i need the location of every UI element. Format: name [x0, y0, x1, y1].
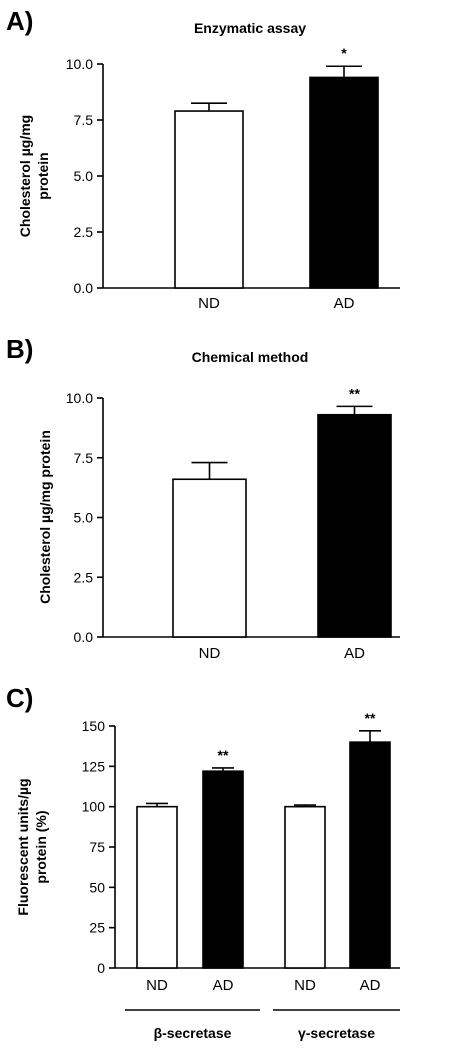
group-label: β-secretase: [154, 1025, 232, 1041]
y-tick-label: 5.0: [74, 168, 94, 184]
y-tick-label: 25: [89, 920, 105, 936]
panel-a: A) Enzymatic assay Cholesterol µg/mg protei…: [6, 6, 400, 312]
significance-marker: **: [349, 385, 360, 401]
y-tick-label: 2.5: [74, 224, 94, 240]
bar: [136, 805, 178, 969]
y-tick-label: 125: [82, 758, 106, 774]
y-tick-label: 0.0: [74, 629, 94, 645]
chart-title: Chemical method: [192, 349, 309, 365]
significance-marker: *: [341, 45, 347, 61]
y-tick-label: 50: [89, 879, 105, 895]
chart-title: Enzymatic assay: [194, 20, 306, 36]
panel-label: B): [6, 334, 33, 364]
x-tick-label: ND: [146, 977, 168, 994]
x-tick-label: AD: [360, 977, 381, 994]
y-axis-label: protein (%): [33, 810, 49, 883]
significance-marker: **: [365, 710, 376, 726]
bar: [284, 805, 326, 969]
bar: [317, 413, 392, 638]
x-tick-label: AD: [213, 977, 234, 994]
y-tick-label: 7.5: [74, 112, 94, 128]
y-tick-label: 150: [82, 718, 106, 734]
bar: [174, 110, 244, 289]
group-label: γ-secretase: [298, 1025, 375, 1041]
y-tick-label: 0: [97, 960, 105, 976]
panel-label: C): [6, 683, 33, 713]
y-axis-label: Cholesterol µg/mg protein: [37, 430, 53, 604]
bar: [349, 741, 391, 969]
y-tick-label: 2.5: [74, 569, 94, 585]
x-tick-label: ND: [199, 645, 221, 662]
panel-c: C) Fluorescent units/µg protein (%) 0 25 50 75…: [6, 683, 400, 1041]
significance-marker: **: [218, 747, 229, 763]
y-tick-label: 100: [82, 799, 106, 815]
y-axis-label: protein: [35, 152, 51, 199]
y-tick-label: 10.0: [66, 56, 93, 72]
x-tick-label: ND: [198, 295, 220, 312]
x-tick-label: AD: [344, 645, 365, 662]
bar: [202, 770, 244, 969]
y-tick-label: 7.5: [74, 450, 94, 466]
y-tick-label: 5.0: [74, 510, 94, 526]
panel-b: B) Chemical method Cholesterol µg/mg prote…: [6, 334, 400, 662]
panel-label: A): [6, 6, 33, 36]
y-axis-label: Fluorescent units/µg: [15, 778, 31, 915]
x-tick-label: ND: [294, 977, 316, 994]
y-tick-label: 75: [89, 839, 105, 855]
y-tick-label: 0.0: [74, 280, 94, 296]
y-axis-label: Cholesterol µg/mg: [17, 115, 33, 237]
y-tick-label: 10.0: [66, 390, 93, 406]
bar: [309, 76, 379, 289]
x-tick-label: AD: [334, 295, 355, 312]
bar: [172, 478, 247, 638]
